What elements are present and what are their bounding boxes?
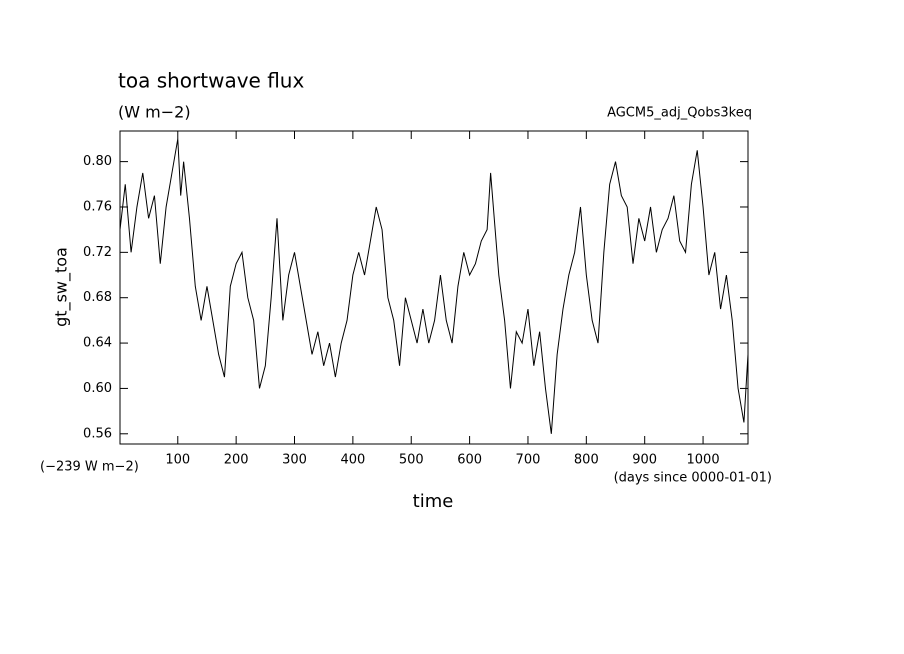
x-tick-label: 300 xyxy=(282,453,307,468)
x-tick-label: 200 xyxy=(224,453,249,468)
run-label: AGCM5_adj_Qobs3keq xyxy=(607,106,752,121)
x-units-label: (days since 0000-01-01) xyxy=(614,471,772,486)
x-tick-label: 600 xyxy=(457,453,482,468)
chart-title: toa shortwave flux xyxy=(118,69,304,93)
x-axis-label: time xyxy=(413,491,454,512)
y-axis-label: gt_sw_toa xyxy=(52,247,72,327)
x-tick-label: 100 xyxy=(165,453,190,468)
y-tick-label: 0.72 xyxy=(83,245,112,260)
x-tick-label: 800 xyxy=(574,453,599,468)
y-tick-label: 0.60 xyxy=(83,381,112,396)
x-tick-label: 500 xyxy=(399,453,424,468)
data-line xyxy=(119,138,749,434)
plot-frame xyxy=(119,130,749,445)
y-tick-label: 0.56 xyxy=(83,426,112,441)
x-tick-label: 1000 xyxy=(687,453,720,468)
y-tick-label: 0.64 xyxy=(83,336,112,351)
offset-label: (−239 W m−2) xyxy=(40,460,139,475)
x-tick-label: 400 xyxy=(340,453,365,468)
chart-subtitle: (W m−2) xyxy=(118,103,191,122)
y-tick-label: 0.68 xyxy=(83,290,112,305)
x-tick-label: 700 xyxy=(516,453,541,468)
y-tick-label: 0.80 xyxy=(83,154,112,169)
x-tick-label: 900 xyxy=(632,453,657,468)
y-tick-label: 0.76 xyxy=(83,199,112,214)
